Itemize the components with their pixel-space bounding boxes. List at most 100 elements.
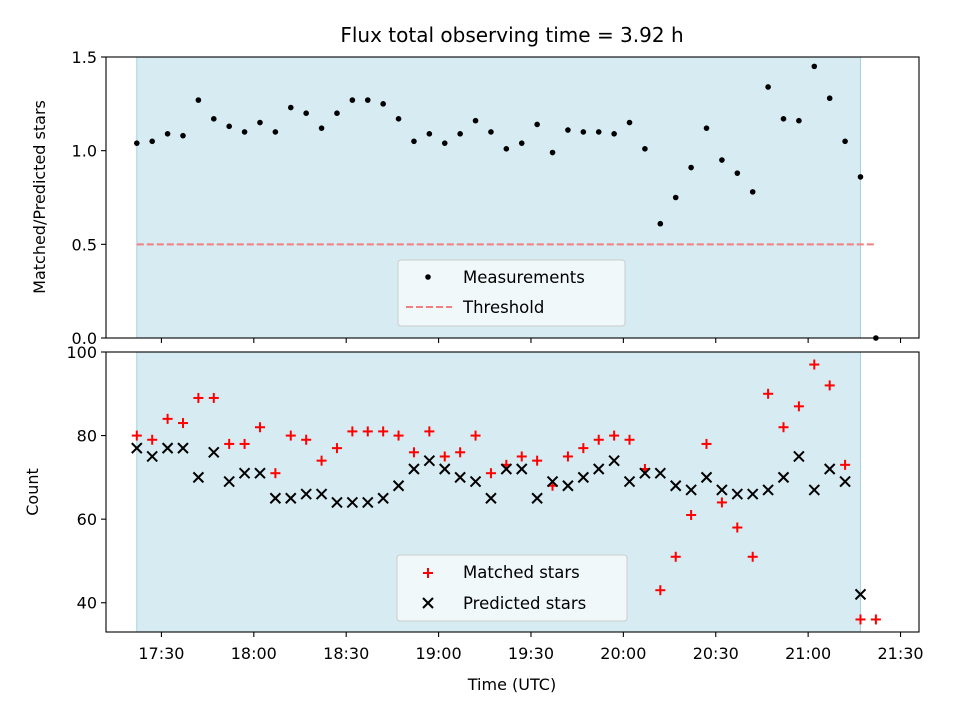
measurement-point (380, 101, 386, 107)
matched-star-point (270, 468, 281, 479)
matched-star-point (609, 430, 620, 441)
top-y-tick-label: 1.0 (72, 142, 97, 161)
matched-star-point (193, 392, 204, 403)
predicted-star-point (839, 475, 851, 488)
measurement-point (241, 129, 248, 135)
matched-star-point (701, 438, 712, 449)
matched-star-point (224, 438, 235, 449)
predicted-star-point (531, 492, 543, 504)
matched-star-point (532, 455, 543, 466)
measurement-point (318, 125, 325, 131)
measurement-point (303, 110, 309, 116)
legend-measurements-marker (425, 274, 431, 280)
matched-star-point (516, 451, 527, 462)
predicted-star-point (562, 480, 574, 492)
matched-star-point (147, 434, 158, 445)
measurement-point (395, 116, 402, 122)
predicted-star-point (685, 484, 697, 496)
measurement-points-layer (133, 63, 879, 341)
measurement-point (149, 138, 155, 145)
legend-measurements-label: Measurements (463, 268, 585, 287)
matched-star-point (285, 430, 296, 441)
measurement-point (441, 140, 448, 146)
predicted-star-point (854, 588, 867, 601)
predicted-star-point (192, 471, 205, 484)
matched-star-point (162, 413, 173, 424)
predicted-star-point (269, 492, 282, 504)
measurement-point (426, 131, 433, 137)
legend-threshold-label: Threshold (462, 298, 544, 317)
matched-star-point (809, 359, 820, 370)
matched-star-point (455, 447, 466, 458)
measurement-point (411, 138, 417, 145)
predicted-star-point (746, 488, 759, 500)
predicted-star-point (516, 463, 528, 475)
measurement-point (334, 110, 340, 116)
measurement-point (349, 97, 356, 103)
matched-star-point (747, 551, 758, 562)
matched-star-point (763, 388, 774, 399)
measurement-point (580, 129, 587, 135)
x-tick-label: 19:00 (416, 644, 462, 663)
measurement-point (472, 117, 479, 124)
x-tick-label: 20:00 (600, 644, 646, 663)
matched-star-point (593, 434, 604, 445)
measurement-point (210, 116, 217, 122)
predicted-star-point (254, 467, 266, 479)
matched-star-point (408, 447, 419, 458)
measurement-point (534, 121, 540, 128)
measurement-point (842, 138, 848, 145)
matched-star-point (655, 585, 666, 596)
matched-star-point (239, 438, 250, 449)
measurement-point (657, 220, 664, 227)
x-tick-label: 19:30 (508, 644, 554, 663)
matched-star-point (254, 422, 265, 433)
predicted-star-point (500, 463, 513, 475)
matched-star-point (378, 426, 389, 437)
measurement-point (287, 104, 294, 111)
predicted-star-point (346, 496, 359, 509)
measurement-point (811, 63, 818, 70)
measurement-point (765, 84, 771, 90)
x-tick-label: 20:30 (693, 644, 739, 663)
predicted-star-point (485, 492, 497, 504)
top-y-axis-label: Matched/Predicted stars (30, 100, 49, 294)
predicted-star-point (300, 488, 312, 500)
legend-matched-label: Matched stars (463, 563, 580, 582)
matched-star-point (131, 430, 142, 441)
measurement-point (642, 145, 648, 152)
predicted-star-point (623, 475, 636, 488)
top-y-tick-label: 1.5 (72, 48, 97, 67)
predicted-star-point (716, 484, 728, 496)
bottom-y-axis-label: Count (23, 468, 42, 516)
matched-star-point (439, 451, 450, 462)
predicted-star-point (285, 492, 297, 504)
matched-star-point (793, 401, 804, 412)
measurement-point (488, 129, 494, 135)
predicted-star-point (670, 480, 682, 492)
predicted-star-point (238, 467, 251, 479)
predicted-star-point (161, 442, 174, 454)
legend-matched-marker (423, 568, 433, 578)
measurement-point (133, 140, 140, 146)
measurement-point (780, 116, 787, 122)
top-y-tick-label: 0.0 (72, 329, 97, 348)
measurement-point (457, 131, 463, 137)
x-axis-label: Time (UTC) (467, 675, 556, 694)
measurement-point (272, 129, 279, 135)
predicted-star-point (469, 475, 482, 488)
predicted-star-point (762, 484, 774, 496)
matched-star-point (485, 468, 496, 479)
predicted-star-point (408, 463, 420, 475)
legend-predicted-label: Predicted stars (463, 594, 586, 613)
bottom-y-tick-label: 80 (77, 427, 97, 446)
bottom-legend: Matched stars Predicted stars (396, 554, 628, 622)
predicted-star-point (639, 467, 651, 479)
matched-star-point (301, 434, 312, 445)
matched-star-point (331, 443, 342, 454)
predicted-star-point (208, 446, 220, 459)
predicted-star-point (577, 471, 590, 484)
x-tick-label: 18:00 (231, 644, 277, 663)
matched-star-point (578, 443, 589, 454)
predicted-star-point (315, 488, 328, 500)
